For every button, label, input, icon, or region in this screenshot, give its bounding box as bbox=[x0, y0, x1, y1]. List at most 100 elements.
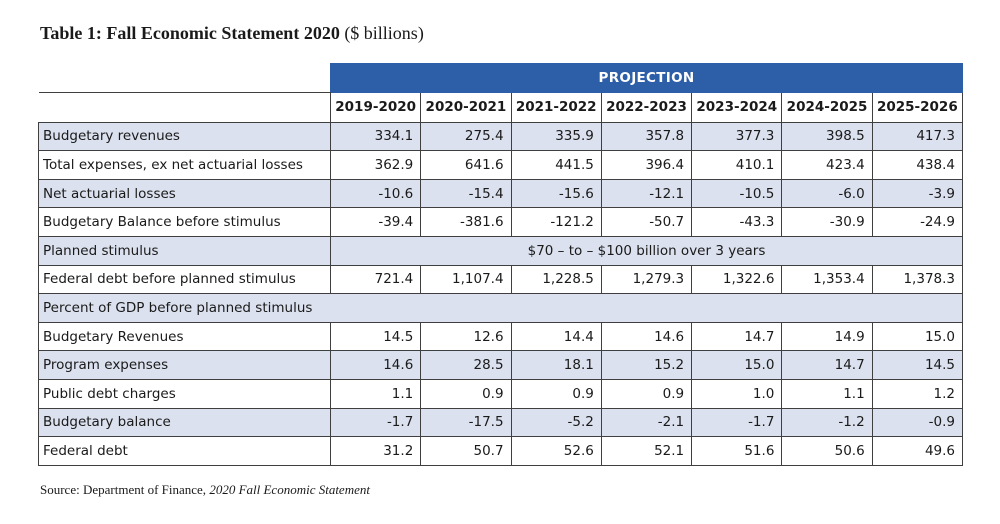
row-label: Budgetary balance bbox=[38, 407, 331, 438]
row-label: Budgetary revenues bbox=[38, 121, 331, 152]
value-cell: 14.5 bbox=[871, 350, 964, 380]
value-cell: 51.6 bbox=[691, 436, 783, 466]
value-cell: -10.5 bbox=[691, 178, 783, 209]
row-label: Total expenses, ex net actuarial losses bbox=[38, 150, 331, 180]
value-cell: 1,228.5 bbox=[510, 264, 602, 295]
row-label: Budgetary Revenues bbox=[38, 321, 331, 352]
value-cell: -10.6 bbox=[329, 178, 422, 209]
fiscal-projection-table: PROJECTION 2019-2020 2020-2021 2021-2022… bbox=[38, 63, 964, 466]
row-label: Federal debt before planned stimulus bbox=[38, 264, 331, 295]
value-cell: -30.9 bbox=[781, 207, 873, 237]
value-cell: -1.7 bbox=[329, 407, 422, 438]
table-row: Public debt charges 1.1 0.9 0.9 0.9 1.0 1.1 1.2 bbox=[38, 378, 964, 409]
value-cell: -50.7 bbox=[600, 207, 693, 237]
value-cell: -43.3 bbox=[691, 207, 783, 237]
value-cell: 396.4 bbox=[600, 150, 693, 180]
value-cell: 1,279.3 bbox=[600, 264, 693, 295]
year-header-cell: 2020-2021 bbox=[420, 91, 512, 123]
source-prefix: Source: Department of Finance, bbox=[40, 482, 207, 497]
table-row: Budgetary revenues 334.1 275.4 335.9 357.8 37… bbox=[38, 121, 964, 152]
stimulus-span-cell: $70 – to – $100 billion over 3 years bbox=[330, 235, 963, 266]
value-cell: 49.6 bbox=[871, 436, 964, 466]
value-cell: 14.7 bbox=[691, 321, 783, 352]
table-row: Program expenses 14.6 28.5 18.1 15.2 15.0 14.7… bbox=[38, 350, 964, 380]
value-cell: 14.4 bbox=[510, 321, 602, 352]
year-header-cell: 2024-2025 bbox=[781, 91, 873, 123]
table-row: Budgetary Revenues 14.5 12.6 14.4 14.6 14.7 14… bbox=[38, 321, 964, 352]
value-cell: 410.1 bbox=[691, 150, 783, 180]
value-cell: -15.4 bbox=[420, 178, 512, 209]
table-row: Percent of GDP before planned stimulus bbox=[38, 293, 963, 323]
value-cell: -39.4 bbox=[329, 207, 422, 237]
row-label: Planned stimulus bbox=[38, 235, 331, 266]
value-cell: 417.3 bbox=[871, 121, 964, 152]
value-cell: 423.4 bbox=[781, 150, 873, 180]
value-cell: 1.1 bbox=[781, 378, 873, 409]
value-cell: 14.7 bbox=[781, 350, 873, 380]
value-cell: 335.9 bbox=[510, 121, 602, 152]
value-cell: -5.2 bbox=[510, 407, 602, 438]
value-cell: 14.9 bbox=[781, 321, 873, 352]
value-cell: -121.2 bbox=[510, 207, 602, 237]
value-cell: 0.9 bbox=[510, 378, 602, 409]
value-cell: 1,378.3 bbox=[871, 264, 964, 295]
row-label: Public debt charges bbox=[38, 378, 331, 409]
value-cell: 52.1 bbox=[600, 436, 693, 466]
value-cell: 1.2 bbox=[871, 378, 964, 409]
value-cell: 721.4 bbox=[329, 264, 422, 295]
table-row: Federal debt before planned stimulus 721.… bbox=[38, 264, 964, 295]
value-cell: 50.6 bbox=[781, 436, 873, 466]
value-cell: -0.9 bbox=[871, 407, 964, 438]
source-publication: 2020 Fall Economic Statement bbox=[209, 482, 370, 497]
table-row: Planned stimulus $70 – to – $100 billion … bbox=[38, 235, 963, 266]
value-cell: 1.1 bbox=[329, 378, 422, 409]
value-cell: 0.9 bbox=[600, 378, 693, 409]
value-cell: 50.7 bbox=[420, 436, 512, 466]
projection-header: PROJECTION bbox=[330, 63, 963, 93]
table-title-unit: ($ billions) bbox=[344, 23, 424, 43]
section-label: Percent of GDP before planned stimulus bbox=[38, 293, 963, 323]
value-cell: 14.6 bbox=[329, 350, 422, 380]
value-cell: 398.5 bbox=[781, 121, 873, 152]
value-cell: -17.5 bbox=[420, 407, 512, 438]
value-cell: -2.1 bbox=[600, 407, 693, 438]
value-cell: -381.6 bbox=[420, 207, 512, 237]
table-row: Budgetary balance -1.7 -17.5 -5.2 -2.1 -1.7 -1… bbox=[38, 407, 964, 438]
value-cell: 18.1 bbox=[510, 350, 602, 380]
value-cell: 15.0 bbox=[871, 321, 964, 352]
value-cell: 28.5 bbox=[420, 350, 512, 380]
source-note: Source: Department of Finance, 2020 Fall… bbox=[40, 482, 370, 498]
value-cell: 1,353.4 bbox=[781, 264, 873, 295]
value-cell: 15.0 bbox=[691, 350, 783, 380]
value-cell: -24.9 bbox=[871, 207, 964, 237]
year-header-cell: 2019-2020 bbox=[329, 91, 422, 123]
value-cell: -12.1 bbox=[600, 178, 693, 209]
row-label: Program expenses bbox=[38, 350, 331, 380]
value-cell: 1,107.4 bbox=[420, 264, 512, 295]
value-cell: 14.5 bbox=[329, 321, 422, 352]
year-header-cell: 2023-2024 bbox=[691, 91, 783, 123]
value-cell: 334.1 bbox=[329, 121, 422, 152]
row-label: Federal debt bbox=[38, 436, 331, 466]
value-cell: 31.2 bbox=[329, 436, 422, 466]
value-cell: 1,322.6 bbox=[691, 264, 783, 295]
projection-header-row: PROJECTION bbox=[38, 63, 963, 93]
value-cell: -1.7 bbox=[691, 407, 783, 438]
value-cell: 15.2 bbox=[600, 350, 693, 380]
value-cell: 438.4 bbox=[871, 150, 964, 180]
year-header-blank-cell bbox=[38, 92, 331, 123]
value-cell: 377.3 bbox=[691, 121, 783, 152]
year-header-row: 2019-2020 2020-2021 2021-2022 2022-2023 … bbox=[38, 91, 964, 123]
row-label: Budgetary Balance before stimulus bbox=[38, 207, 331, 237]
value-cell: 0.9 bbox=[420, 378, 512, 409]
value-cell: 362.9 bbox=[329, 150, 422, 180]
value-cell: -6.0 bbox=[781, 178, 873, 209]
table-row: Budgetary Balance before stimulus -39.4 -3… bbox=[38, 207, 964, 237]
value-cell: 1.0 bbox=[691, 378, 783, 409]
value-cell: 441.5 bbox=[510, 150, 602, 180]
value-cell: 14.6 bbox=[600, 321, 693, 352]
value-cell: -15.6 bbox=[510, 178, 602, 209]
table-title: Table 1: Fall Economic Statement 2020 ($… bbox=[40, 22, 424, 44]
year-header-cell: 2025-2026 bbox=[871, 91, 964, 123]
table-row: Total expenses, ex net actuarial losses 3… bbox=[38, 150, 964, 180]
